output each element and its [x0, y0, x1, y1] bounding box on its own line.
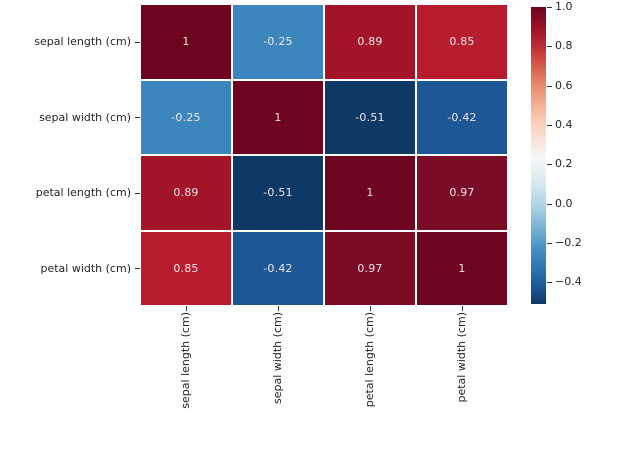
colorbar-tick-label: 0.0 — [555, 196, 573, 210]
x-axis-label: petal length (cm) — [363, 312, 376, 408]
x-axis-label: sepal width (cm) — [271, 312, 284, 404]
x-tick — [370, 306, 371, 311]
cell-value: -0.51 — [263, 186, 293, 200]
heatmap-cell: 1 — [141, 5, 231, 79]
heatmap-cell: -0.25 — [233, 5, 323, 79]
y-tick — [135, 41, 140, 43]
colorbar-tick — [547, 46, 552, 48]
heatmap-cell: -0.42 — [417, 80, 507, 154]
colorbar-tick — [547, 203, 552, 205]
colorbar-tick — [547, 85, 552, 87]
cell-value: 0.85 — [449, 35, 475, 49]
cell-value: -0.42 — [263, 261, 293, 275]
cell-value: 0.97 — [357, 261, 383, 275]
colorbar-tick — [547, 243, 552, 245]
cell-value: 1 — [366, 186, 374, 200]
cell-value: 1 — [274, 110, 282, 124]
colorbar-tick-label: 0.6 — [555, 78, 573, 92]
colorbar-tick — [547, 7, 552, 8]
heatmap-cell: -0.42 — [233, 231, 323, 305]
cell-value: 0.89 — [357, 35, 383, 49]
colorbar-tick-label: −0.4 — [555, 275, 582, 289]
colorbar-tick-label: 0.8 — [555, 39, 573, 53]
y-axis-label: petal width (cm) — [40, 261, 131, 275]
cell-value: 1 — [182, 35, 190, 49]
cell-value: -0.25 — [171, 110, 201, 124]
colorbar-tick — [547, 125, 552, 126]
cell-value: 0.97 — [449, 186, 475, 200]
cell-value: 0.89 — [173, 186, 199, 200]
colorbar-tick-label: 0.2 — [555, 157, 573, 171]
colorbar-tick-label: 0.4 — [555, 118, 573, 131]
colorbar-gradient — [531, 7, 546, 304]
heatmap-grid: 1 -0.25 0.89 0.85 -0.25 1 -0.51 -0.42 0.89 -0.51 1… — [141, 5, 507, 305]
heatmap-cell: -0.25 — [141, 80, 231, 154]
colorbar-tick — [547, 282, 552, 284]
y-tick — [135, 192, 140, 194]
cell-value: 1 — [458, 261, 466, 275]
heatmap-cell: 0.85 — [141, 231, 231, 305]
heatmap-cell: 0.97 — [325, 231, 415, 305]
heatmap-cell: 1 — [417, 231, 507, 305]
y-tick — [135, 268, 140, 270]
colorbar-tick-label: 1.0 — [555, 0, 573, 13]
cell-value: 0.85 — [173, 261, 199, 275]
cell-value: -0.25 — [263, 35, 293, 49]
x-tick — [462, 306, 463, 311]
colorbar-tick — [547, 164, 552, 166]
x-axis-label: sepal length (cm) — [179, 312, 192, 409]
heatmap-cell: -0.51 — [325, 80, 415, 154]
y-tick — [135, 117, 140, 119]
heatmap-cell: 1 — [233, 80, 323, 154]
y-axis-label: sepal width (cm) — [39, 110, 131, 124]
cell-value: -0.42 — [447, 110, 477, 124]
heatmap-cell: 0.97 — [417, 156, 507, 230]
heatmap-cell: 1 — [325, 156, 415, 230]
cell-value: -0.51 — [355, 110, 385, 124]
x-tick — [278, 306, 279, 311]
colorbar-tick-label: −0.2 — [555, 236, 582, 250]
heatmap-cell: 0.85 — [417, 5, 507, 79]
heatmap-cell: -0.51 — [233, 156, 323, 230]
x-tick — [186, 306, 187, 311]
x-axis-label: petal width (cm) — [455, 312, 468, 403]
heatmap-cell: 0.89 — [141, 156, 231, 230]
y-axis-label: petal length (cm) — [35, 186, 131, 200]
heatmap-cell: 0.89 — [325, 5, 415, 79]
y-axis-label: sepal length (cm) — [34, 35, 131, 49]
